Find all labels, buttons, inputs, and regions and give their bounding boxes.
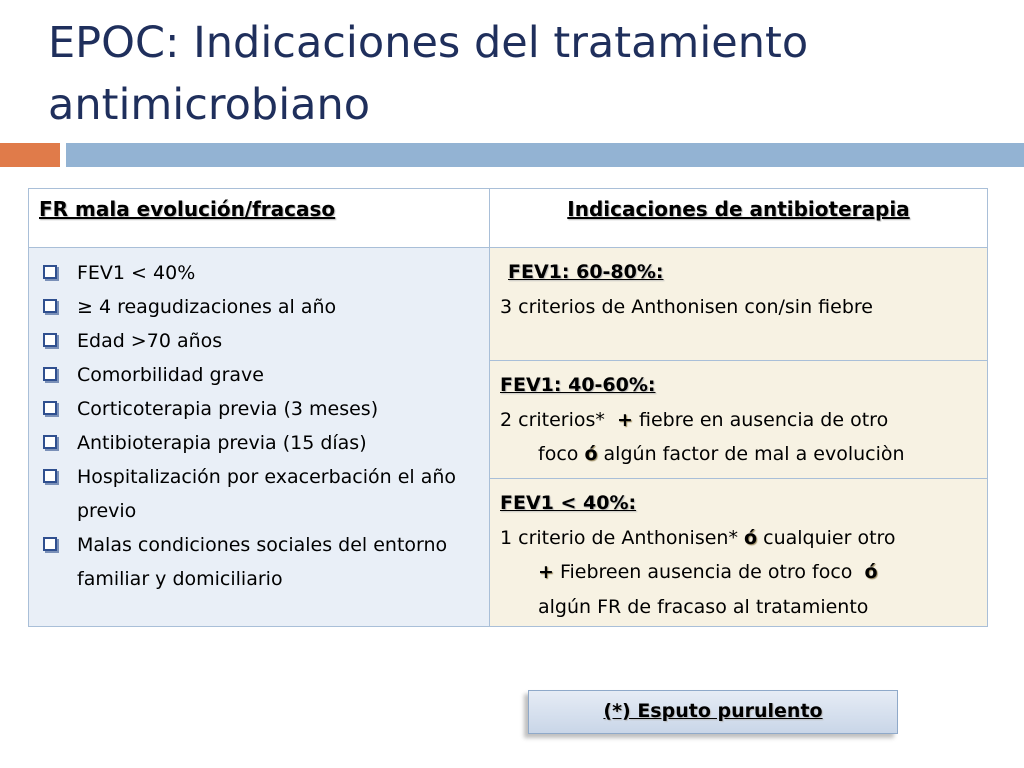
table-row: FEV1: 40-60%: 2 criterios* + fiebre en a… — [29, 360, 988, 479]
footnote-box: (*) Esputo purulento — [528, 690, 898, 734]
risk-factor-text: ≥ 4 reagudizaciones al año — [77, 296, 337, 318]
risk-factor-text: Antibioterapia previa (15 días) — [77, 432, 367, 454]
list-item: FEV1 < 40% — [41, 256, 483, 290]
risk-factors-cell: FEV1 < 40% ≥ 4 reagudizaciones al año Ed… — [28, 247, 490, 627]
checkbox-bullet-icon — [43, 265, 57, 279]
o-symbol-icon: ó — [864, 561, 878, 583]
plus-icon: + — [538, 561, 554, 583]
list-item: ≥ 4 reagudizaciones al año — [41, 290, 483, 324]
list-item: Comorbilidad grave — [41, 358, 483, 392]
checkbox-bullet-icon — [43, 299, 57, 313]
risk-factor-text: Edad >70 años — [77, 330, 223, 352]
indication-text: cualquier otro — [757, 526, 896, 549]
table-header-row: FR mala evolución/fracaso Indicaciones d… — [28, 188, 988, 248]
list-item: Malas condiciones sociales del entorno f… — [41, 528, 483, 596]
checkbox-bullet-icon — [43, 469, 57, 483]
indication-heading: FEV1 < 40%: — [500, 492, 637, 514]
risk-factor-list: FEV1 < 40% ≥ 4 reagudizaciones al año Ed… — [41, 256, 483, 596]
risk-factor-text: FEV1 < 40% — [77, 262, 196, 284]
indication-text: foco — [538, 443, 579, 465]
risk-factor-text: Hospitalización por exacerbación el año … — [77, 466, 457, 522]
list-item: Edad >70 años — [41, 324, 483, 358]
checkbox-bullet-icon — [43, 367, 57, 381]
indication-fev1-40-60: FEV1: 40-60%: 2 criterios* + fiebre en a… — [489, 360, 988, 479]
title-accent-bar-orange — [0, 143, 60, 167]
table-row: FEV1 < 40%: 1 criterio de Anthonisen* ó … — [29, 478, 988, 627]
header-indications: Indicaciones de antibioterapia — [489, 188, 988, 248]
checkbox-bullet-icon — [43, 435, 57, 449]
risk-factor-text: Corticoterapia previa (3 meses) — [77, 398, 379, 420]
indication-line: foco ó algún factor de mal a evoluciòn — [500, 437, 981, 472]
list-item: Hospitalización por exacerbación el año … — [41, 460, 483, 528]
list-item: Antibioterapia previa (15 días) — [41, 426, 483, 460]
indication-heading: FEV1: 60-80%: — [508, 261, 664, 283]
list-item: Corticoterapia previa (3 meses) — [41, 392, 483, 426]
indication-fev1-lt-40: FEV1 < 40%: 1 criterio de Anthonisen* ó … — [489, 478, 988, 627]
checkbox-bullet-icon — [43, 401, 57, 415]
header-risk-factors: FR mala evolución/fracaso — [28, 188, 490, 248]
table-row: FEV1 < 40% ≥ 4 reagudizaciones al año Ed… — [28, 247, 988, 627]
plus-icon: + — [617, 408, 633, 431]
indication-text: fiebre en ausencia de otro — [632, 408, 889, 431]
indication-text: 2 criterios* — [500, 408, 605, 431]
title-accent-bar-blue — [66, 143, 1024, 167]
indication-text: 1 criterio de Anthonisen* — [500, 526, 738, 549]
indication-text: 3 criterios de Anthonisen con/sin fiebre — [500, 295, 873, 318]
risk-factor-text: Malas condiciones sociales del entorno f… — [77, 534, 448, 590]
indication-text: algún FR de fracaso al tratamiento — [538, 595, 869, 618]
indication-line: + Fiebreen ausencia de otro foco ó — [500, 555, 981, 590]
indications-table: FR mala evolución/fracaso Indicaciones d… — [28, 188, 988, 627]
o-symbol-icon: ó — [584, 443, 598, 465]
indication-line: 1 criterio de Anthonisen* ó cualquier ot… — [500, 521, 981, 556]
indication-line: 2 criterios* + fiebre en ausencia de otr… — [500, 403, 981, 438]
risk-factor-text: Comorbilidad grave — [77, 364, 264, 386]
o-symbol-icon: ó — [744, 526, 758, 549]
indication-text: algún factor de mal a evoluciòn — [597, 443, 905, 465]
slide-title: EPOC: Indicaciones del tratamiento antim… — [48, 18, 809, 130]
indication-text: Fiebreen ausencia de otro foco — [553, 561, 853, 583]
indication-heading: FEV1: 40-60%: — [500, 374, 656, 396]
checkbox-bullet-icon — [43, 333, 57, 347]
indication-fev1-60-80: FEV1: 60-80%: 3 criterios de Anthonisen … — [489, 247, 988, 361]
checkbox-bullet-icon — [43, 537, 57, 551]
